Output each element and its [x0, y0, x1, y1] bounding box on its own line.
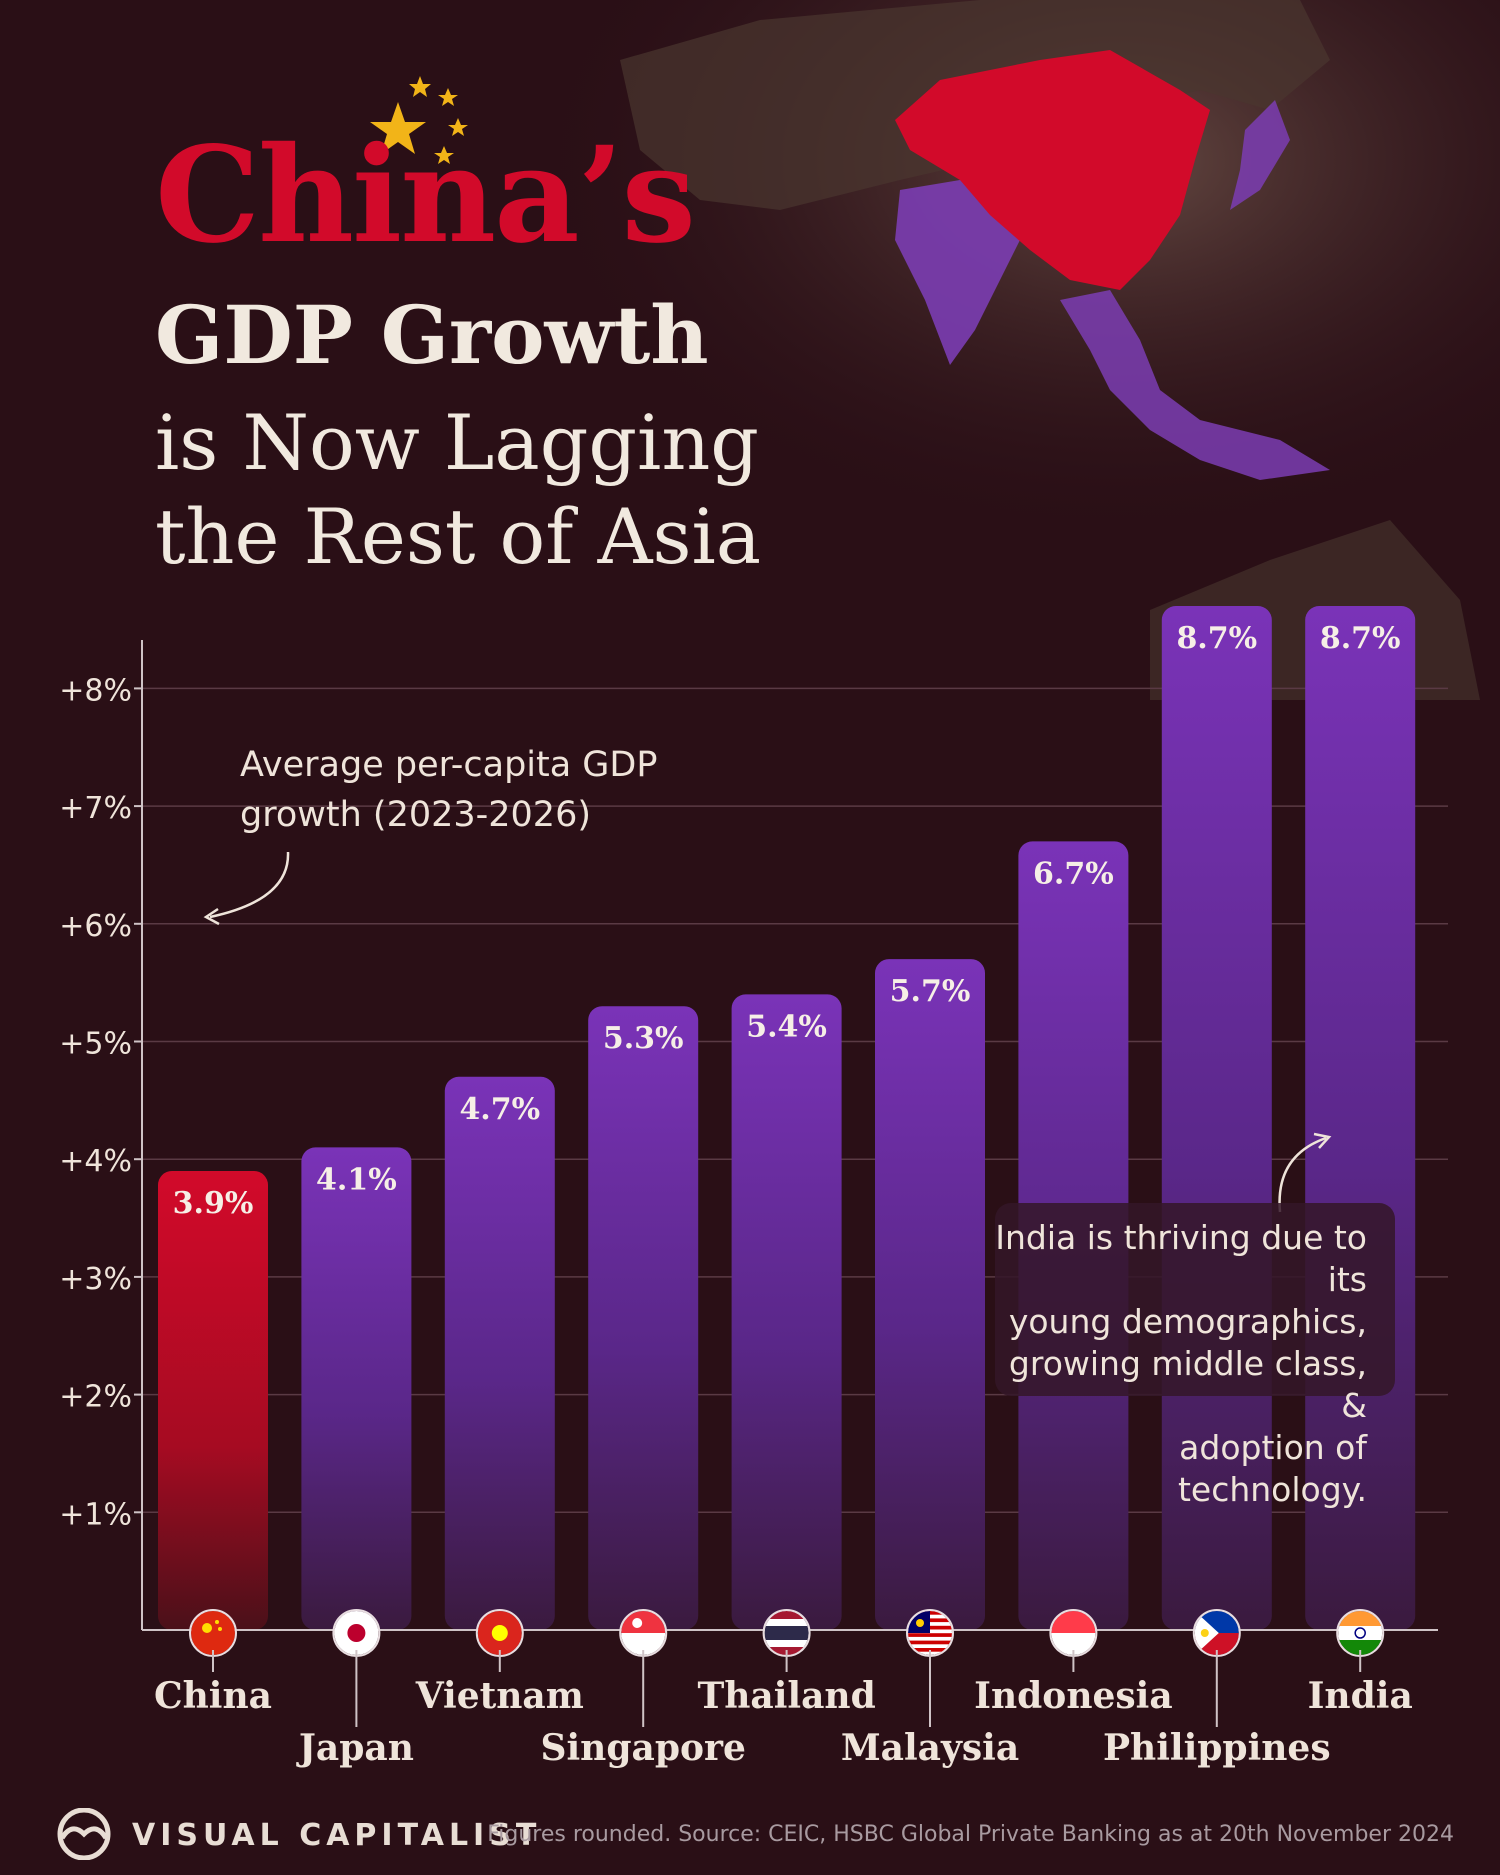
vietnam-flag-icon: [475, 1609, 524, 1657]
singapore-flag-icon: [619, 1609, 668, 1657]
value-label: 5.3%: [603, 1021, 684, 1056]
title-line-2: GDP Growth: [155, 288, 709, 382]
y-tick-label: +8%: [59, 673, 132, 708]
category-label: Singapore: [540, 1727, 745, 1769]
y-tick-label: +4%: [59, 1144, 132, 1179]
star-icon: [438, 88, 458, 106]
y-tick-label: +7%: [59, 791, 132, 826]
bar-japan: [301, 1147, 412, 1630]
category-label: India: [1308, 1675, 1413, 1717]
value-label: 3.9%: [173, 1186, 254, 1221]
india-note-line: growing middle class, &: [1008, 1344, 1367, 1425]
title-line-1: China’s: [155, 118, 696, 273]
category-label: China: [154, 1675, 272, 1717]
axis-note-arrow-icon: [209, 851, 290, 919]
bar-thailand: [731, 994, 842, 1630]
india-note-line: adoption of technology.: [1177, 1428, 1367, 1509]
y-tick-label: +6%: [59, 909, 132, 944]
asia-map-background: [500, 0, 1500, 700]
bar-malaysia: [875, 959, 985, 1630]
india-note-line: India is thriving due to its: [995, 1218, 1367, 1299]
axes: +1% +2% +3% +4% +5% +6% +7% +8%: [59, 640, 1438, 1631]
star-icon: [409, 76, 431, 97]
india-note: India is thriving due to its young demog…: [995, 1203, 1395, 1509]
value-label: 5.7%: [890, 974, 971, 1009]
india-note-arrow-icon: [1278, 1136, 1327, 1213]
category-label: Philippines: [1103, 1727, 1331, 1769]
value-label: 4.7%: [459, 1092, 540, 1127]
visual-capitalist-logo-icon: [57, 1808, 111, 1860]
category-label: Japan: [296, 1727, 414, 1769]
y-tick-label: +3%: [59, 1262, 132, 1297]
star-icon: [448, 118, 468, 136]
bar-china: [158, 1170, 268, 1630]
value-label: 5.4%: [746, 1009, 827, 1044]
india-note-line: young demographics,: [1008, 1302, 1367, 1341]
value-label: 4.1%: [316, 1162, 397, 1197]
thailand-flag-icon: [762, 1609, 811, 1657]
india-note-arrowhead-icon: [1313, 1132, 1332, 1149]
value-label: 6.7%: [1033, 856, 1114, 891]
bar-vietnam: [444, 1076, 555, 1630]
y-tick-label: +2%: [59, 1380, 132, 1415]
footer-source: Figures rounded. Source: CEIC, HSBC Glob…: [487, 1822, 1454, 1847]
japan-shape: [1230, 100, 1290, 210]
star-icon: [434, 146, 454, 164]
star-icons: [370, 76, 468, 164]
y-tick-label: +1%: [59, 1497, 132, 1532]
labels: 3.9% China 4.1% Japan 4.7% Vietnam 5.3% Singapo…: [154, 621, 1413, 1769]
axis-note: Average per-capita GDP growth (2023-2026…: [240, 745, 658, 835]
footer-brand: VISUAL CAPITALIST: [132, 1818, 542, 1853]
axis-note-arrowhead-icon: [203, 907, 220, 926]
india-flag-icon: [1336, 1609, 1385, 1657]
philippines-flag-icon: [1192, 1609, 1241, 1657]
malaysia-flag-icon: [906, 1609, 954, 1657]
category-label: Indonesia: [974, 1675, 1173, 1717]
value-label: 8.7%: [1320, 621, 1401, 656]
flags: [189, 1609, 1385, 1657]
category-label: Vietnam: [415, 1675, 584, 1717]
indonesia-flag-icon: [1049, 1609, 1098, 1657]
japan-flag-icon: [332, 1609, 381, 1657]
y-tick-label: +5%: [59, 1027, 132, 1062]
title-line-4: the Rest of Asia: [155, 492, 762, 581]
bar-singapore: [588, 1006, 699, 1630]
value-label: 8.7%: [1176, 621, 1257, 656]
category-label: Malaysia: [841, 1727, 1019, 1769]
china-shape: [895, 50, 1210, 290]
southeast-asia-shape: [1060, 290, 1330, 480]
star-icon: [370, 102, 426, 154]
title-line-3: is Now Lagging: [155, 398, 759, 487]
china-flag-icon: [189, 1609, 237, 1657]
category-label: Thailand: [697, 1675, 875, 1717]
